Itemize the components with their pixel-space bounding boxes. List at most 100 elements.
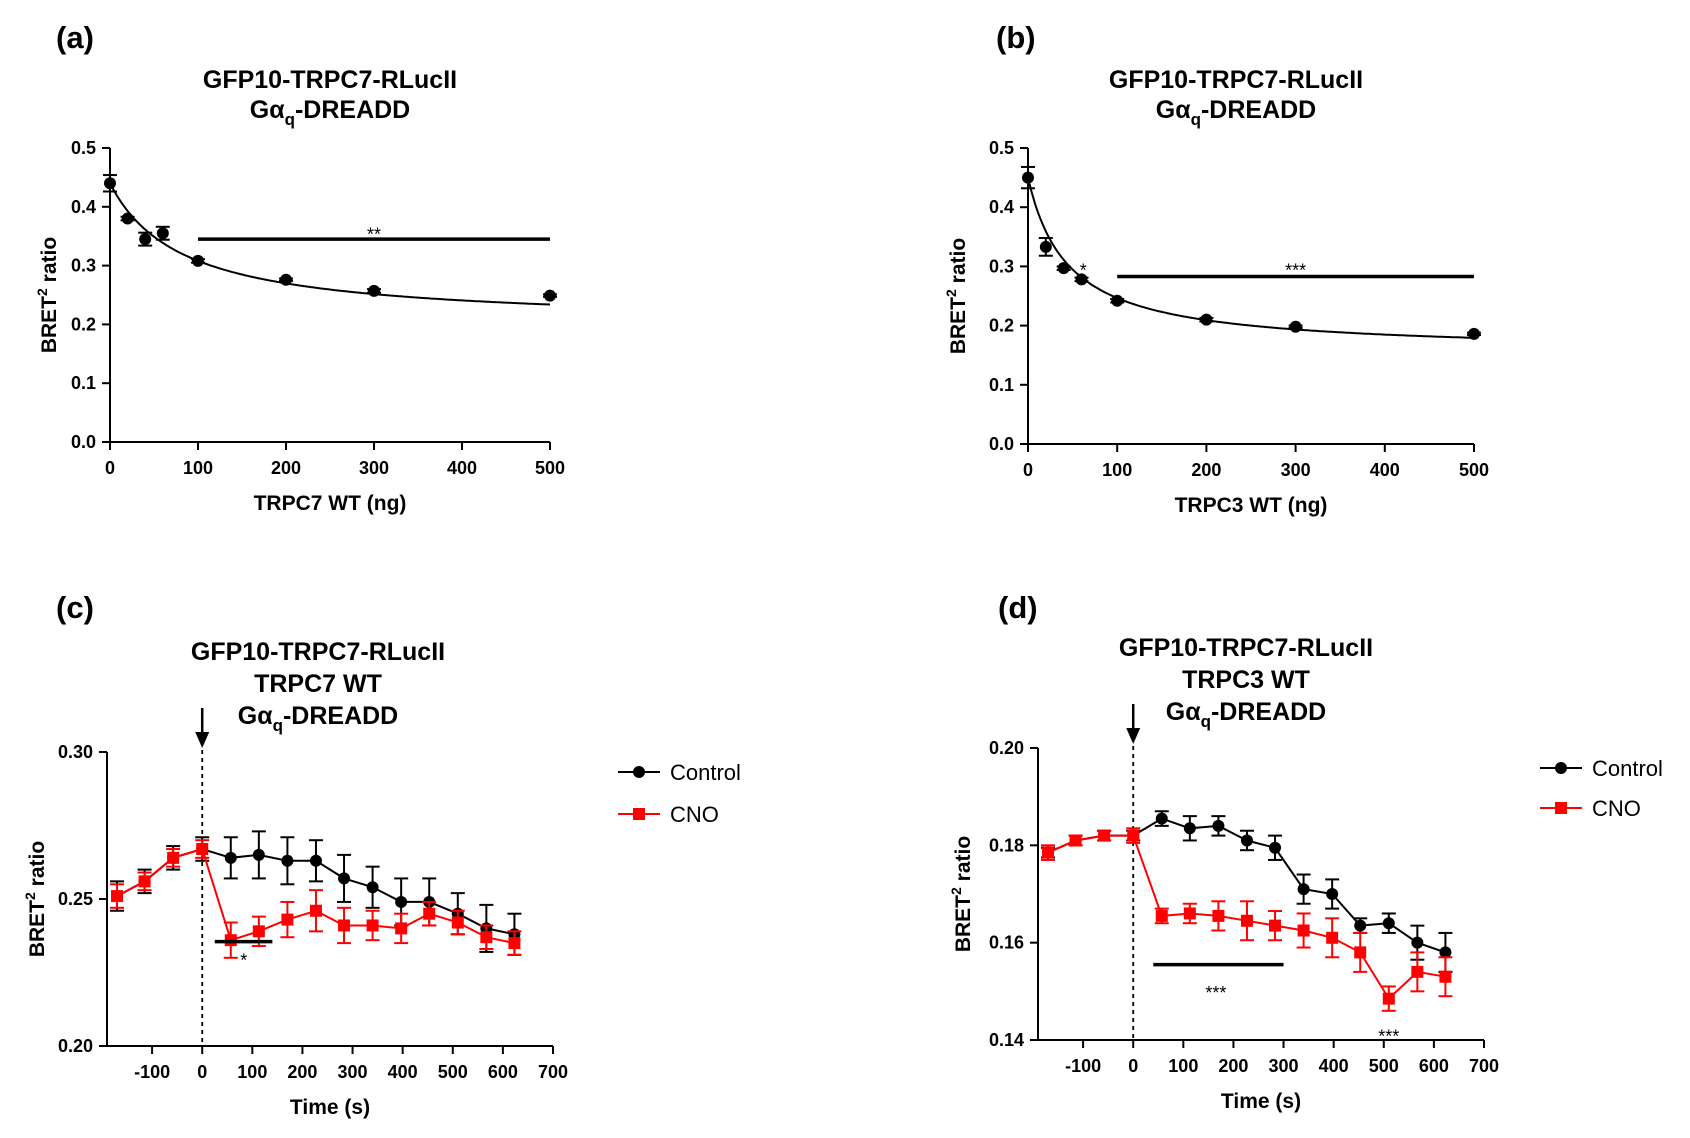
x-tick-label: 300 [1281,460,1311,480]
legend-marker [633,766,645,778]
title-subscript: q [1191,110,1201,129]
y-axis-label-superscript: 2 [22,892,38,900]
title-text: Gα [1156,96,1191,124]
y-axis-label-text: ratio [952,836,975,887]
y-tick-label: 0.4 [71,197,96,217]
panel-label: (b) [996,20,1036,55]
title-text: Gα [238,702,273,730]
y-tick-label: 0.5 [989,138,1014,158]
data-point [1240,914,1253,927]
data-point [1183,907,1196,920]
x-tick-label: 300 [1269,1056,1299,1076]
data-point [1212,909,1225,922]
y-tick-label: 0.0 [989,434,1014,454]
x-tick-label: 200 [287,1062,317,1082]
chart-title-line: Gαq-DREADD [238,702,399,735]
y-tick-label: 0.14 [989,1030,1024,1050]
title-subscript: q [273,716,283,735]
fit-curve [109,182,551,306]
series-data [1021,165,1481,340]
data-point [1098,829,1111,842]
x-tick-label: 200 [1218,1056,1248,1076]
title-text: -DREADD [1211,698,1326,726]
data-point [309,904,322,917]
x-tick-label: 100 [1102,460,1132,480]
data-point [1200,313,1213,326]
y-axis-label: BRET2 ratio [943,238,970,354]
data-point [338,919,351,932]
data-point [167,851,180,864]
data-point [252,848,265,861]
stimulus-arrow-head [1126,728,1141,744]
x-tick-label: 200 [1191,460,1221,480]
x-axis-label: Time (s) [1221,1090,1301,1113]
significance-label: * [1080,260,1087,280]
chart-title-line: Gαq-DREADD [1156,96,1317,129]
data-point [1269,919,1282,932]
data-point [280,273,292,286]
data-point [1155,909,1168,922]
y-tick-label: 0.3 [71,256,96,276]
y-axis-label-superscript: 2 [948,887,964,895]
y-axis-label-text: BRET [26,900,49,957]
x-tick-label: 0 [1128,1056,1138,1076]
legend-item: Control [618,760,741,785]
legend-item: Control [1540,756,1663,781]
x-tick-label: 0 [1023,460,1033,480]
y-tick-label: 0.16 [989,933,1024,953]
data-point [1439,946,1452,959]
x-tick-label: 600 [1419,1056,1449,1076]
title-subscript: q [1201,712,1211,731]
chart-panel-c: (c) GFP10-TRPC7-RLucII TRPC7 WT Gαq-DREADD 0… [22,590,741,1119]
y-axis-label-text: BRET [947,297,970,354]
y-tick-label: 0.30 [58,742,93,762]
y-tick-label: 0.20 [58,1036,93,1056]
legend-item: CNO [618,802,719,827]
data-point [1382,917,1395,930]
y-axis-label: BRET2 ratio [948,836,975,952]
x-tick-label: 100 [237,1062,267,1082]
y-tick-label: 0.1 [71,373,96,393]
significance-label: ** [367,224,381,244]
x-tick-label: 400 [1370,460,1400,480]
data-point [508,937,521,950]
x-tick-label: 100 [1168,1056,1198,1076]
y-tick-label: 0.20 [989,738,1024,758]
data-point [1326,931,1339,944]
y-axis-label-superscript: 2 [34,288,50,296]
data-point [366,919,379,932]
data-point [281,913,294,926]
panel-label: (a) [56,20,94,55]
legend-item: CNO [1540,796,1641,821]
panel-label: (c) [56,590,94,625]
y-axis-label-text: ratio [947,238,970,289]
chart-panel-d: (d) GFP10-TRPC7-RLucII TRPC3 WT Gαq-DREADD 0… [948,590,1663,1113]
data-point [1111,294,1124,307]
data-point [192,254,204,267]
data-point [451,916,464,929]
title-subscript: q [285,110,295,129]
data-point [1289,320,1302,333]
data-point [1022,171,1034,184]
y-tick-label: 0.2 [71,314,96,334]
title-text: Gα [250,96,285,124]
x-tick-label: 500 [1459,460,1489,480]
y-tick-label: 0.2 [989,316,1014,336]
data-point [423,907,436,920]
data-point [1212,819,1225,832]
legend-marker [633,808,645,820]
legend-label: CNO [1592,796,1641,821]
series-cno [1041,827,1453,1012]
data-point [1354,946,1367,959]
legend-label: Control [670,760,741,785]
data-point [366,881,379,894]
data-point [139,233,152,246]
data-point [1075,273,1088,286]
data-point [395,895,408,908]
data-point [395,922,408,935]
data-point [1439,970,1452,983]
x-tick-label: 0 [197,1062,207,1082]
